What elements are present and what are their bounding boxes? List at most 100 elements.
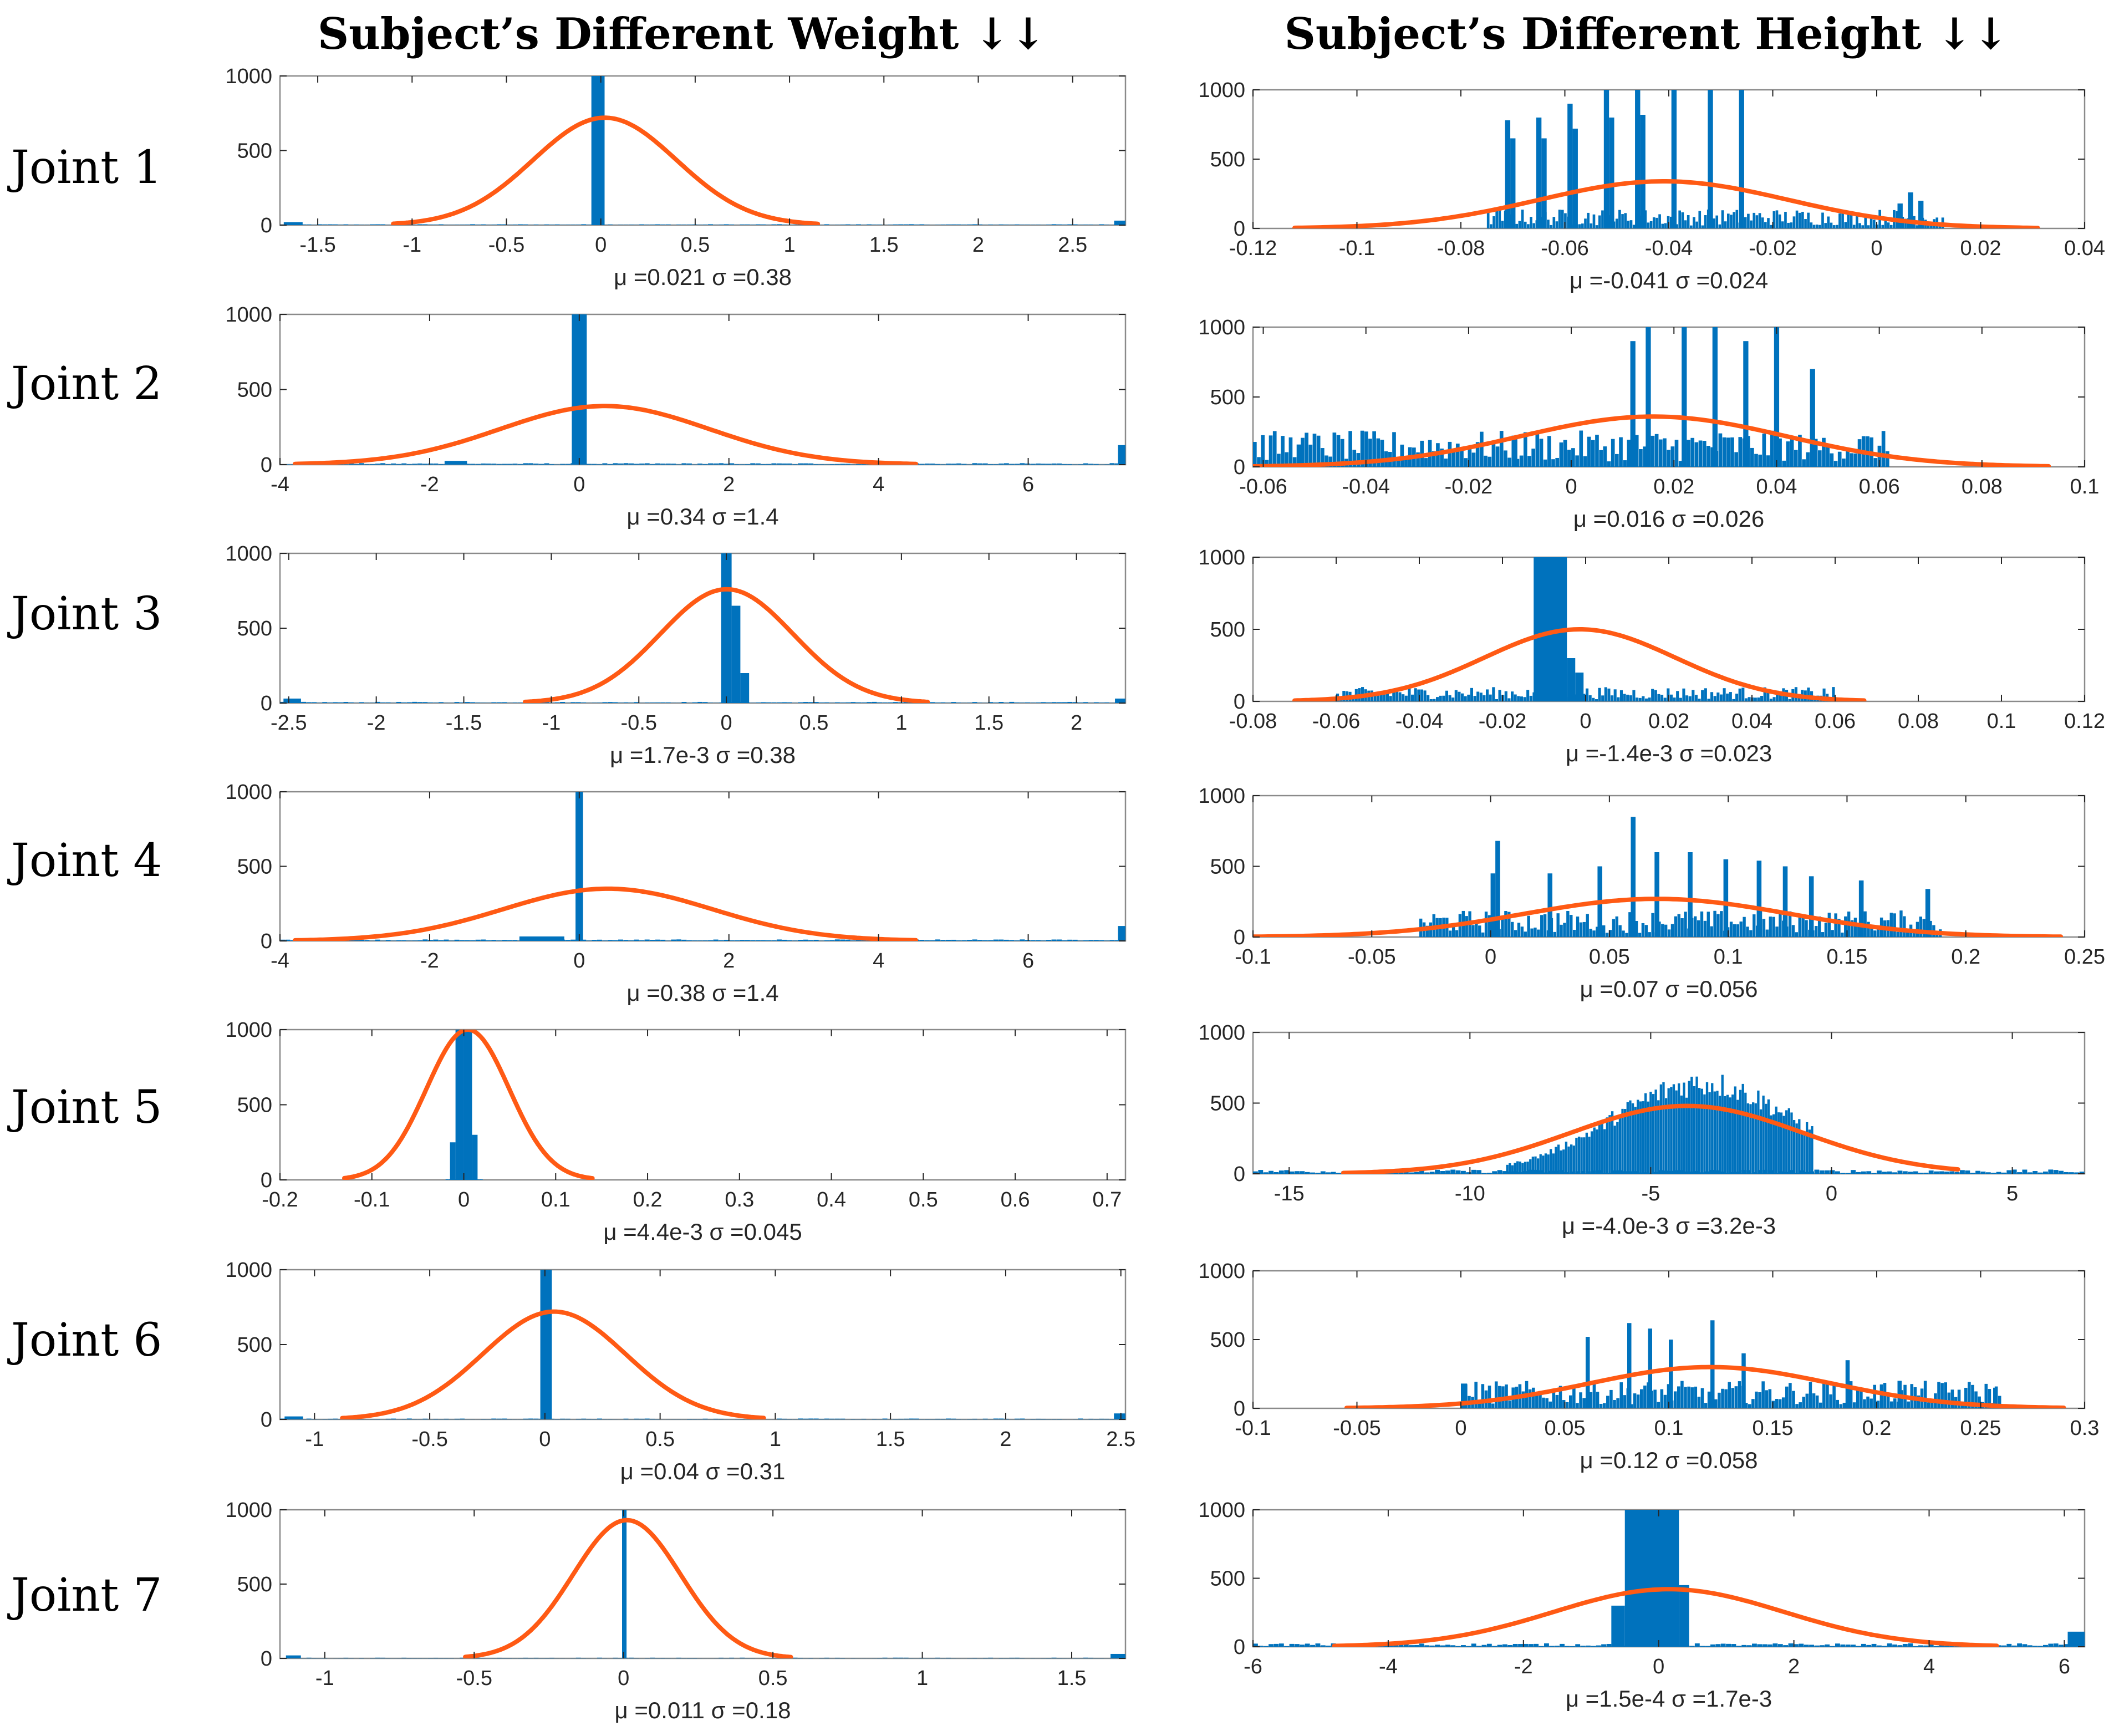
hist-bin bbox=[1606, 1396, 1609, 1408]
hist-bin bbox=[618, 939, 624, 941]
x-tick-label: 2 bbox=[1000, 1428, 1011, 1451]
hist-bin bbox=[1729, 922, 1733, 937]
hist-bin bbox=[1788, 699, 1791, 701]
x-tick-label: -4 bbox=[1379, 1655, 1398, 1678]
hist-bin bbox=[1908, 1643, 1913, 1647]
hist-bin bbox=[1078, 940, 1083, 941]
hist-bin bbox=[1660, 1389, 1664, 1408]
x-tick-label: -1 bbox=[315, 1667, 334, 1690]
hist-bin bbox=[1617, 697, 1620, 701]
x-tick-label: 0.04 bbox=[2064, 237, 2105, 260]
hist-bin bbox=[1654, 852, 1659, 937]
hist-bin bbox=[1682, 327, 1687, 467]
row-label-joint-7: Joint 7 bbox=[7, 1569, 162, 1622]
hist-bin bbox=[1114, 940, 1120, 941]
hist-bin bbox=[1524, 931, 1527, 937]
x-tick-label: -0.5 bbox=[488, 233, 524, 257]
hist-bin bbox=[1104, 702, 1109, 703]
hist-bin bbox=[1707, 912, 1710, 937]
hist-bin bbox=[1557, 1144, 1560, 1174]
hist-bin bbox=[771, 940, 777, 941]
hist-bin bbox=[1579, 430, 1583, 467]
hist-bin bbox=[1789, 1383, 1792, 1408]
hist-bin bbox=[1788, 1643, 1794, 1647]
hist-bin bbox=[1009, 464, 1015, 465]
hist-bin bbox=[755, 463, 761, 465]
hist-bin bbox=[1757, 1644, 1762, 1647]
hist-bin bbox=[1867, 225, 1870, 228]
hist-bin bbox=[1336, 435, 1341, 467]
hist-bin bbox=[1778, 1399, 1782, 1408]
hist-bin bbox=[930, 464, 935, 465]
plot-frame bbox=[1252, 795, 2086, 938]
hist-bin bbox=[1802, 459, 1806, 467]
hist-bin bbox=[1498, 210, 1501, 228]
x-tick-label: 1.5 bbox=[869, 233, 899, 257]
hist-bin bbox=[1850, 920, 1854, 937]
hist-bin bbox=[1601, 695, 1604, 701]
hist-bin bbox=[1747, 213, 1750, 228]
hist-bin bbox=[1041, 940, 1046, 941]
x-tick-label: 2 bbox=[972, 233, 984, 257]
hist-bin bbox=[1708, 1092, 1711, 1174]
hist-bin bbox=[1519, 455, 1524, 467]
hist-bin bbox=[1051, 463, 1057, 465]
hist-bin bbox=[1331, 1172, 1336, 1174]
x-tick-label: 2 bbox=[723, 473, 735, 496]
hist-bin bbox=[1634, 1107, 1637, 1174]
x-tick-label: -0.5 bbox=[456, 1667, 492, 1690]
row-label-joint-2: Joint 2 bbox=[7, 358, 162, 410]
x-tick-label: 0 bbox=[1871, 237, 1882, 260]
hist-bin bbox=[285, 464, 291, 465]
hist-bin bbox=[1822, 1382, 1826, 1408]
hist-bin bbox=[1758, 454, 1762, 467]
hist-bin bbox=[1792, 216, 1796, 228]
hist-bin bbox=[1834, 913, 1837, 937]
hist-bin bbox=[1748, 697, 1751, 701]
hist-bin bbox=[446, 1179, 447, 1180]
x-tick-label: 2.5 bbox=[1058, 233, 1087, 257]
plot-frame bbox=[279, 75, 1127, 226]
hist-bin bbox=[1826, 446, 1830, 467]
hist-bin bbox=[1700, 1388, 1704, 1408]
x-tick-label: -0.04 bbox=[1342, 475, 1390, 498]
hist-bin bbox=[1694, 1386, 1698, 1408]
hist-bin bbox=[660, 702, 666, 703]
hist-bin bbox=[1348, 431, 1352, 467]
hist-bin bbox=[1403, 1643, 1409, 1647]
hist-bin bbox=[1440, 1645, 1445, 1647]
hist-bin bbox=[1631, 1103, 1634, 1174]
hist-bin bbox=[1030, 464, 1036, 465]
hist-bin bbox=[1521, 210, 1524, 228]
hist-bin bbox=[1528, 1389, 1532, 1408]
hist-bin bbox=[1736, 1646, 1741, 1647]
hist-bin bbox=[2001, 1172, 2006, 1174]
hist-bin bbox=[1386, 691, 1389, 701]
hist-bin bbox=[1582, 1398, 1586, 1408]
hist-bin bbox=[829, 464, 835, 465]
hist-bin bbox=[1567, 104, 1573, 228]
hist-bin bbox=[1728, 1382, 1731, 1408]
hist-bin bbox=[1449, 930, 1452, 937]
hist-bin bbox=[1555, 457, 1560, 467]
hist-bin bbox=[1490, 873, 1496, 937]
hist-bin bbox=[1512, 1643, 1518, 1647]
hist-bin bbox=[1527, 224, 1530, 228]
hist-bin bbox=[1707, 1391, 1711, 1408]
y-tick-label: 500 bbox=[1210, 386, 1245, 409]
y-tick-label: 1000 bbox=[225, 303, 272, 327]
hist-bin bbox=[1873, 458, 1878, 467]
hist-bin bbox=[1289, 1171, 1295, 1174]
hist-bin bbox=[819, 464, 824, 465]
hist-bin bbox=[1710, 1320, 1715, 1408]
x-tick-label: 2 bbox=[1071, 711, 1082, 735]
hist-bin bbox=[1864, 215, 1867, 228]
hist-bin bbox=[1772, 1114, 1775, 1174]
hist-bin bbox=[1552, 217, 1556, 228]
hist-bin bbox=[565, 940, 570, 941]
hist-bin bbox=[798, 702, 803, 703]
hist-bin bbox=[697, 701, 702, 703]
gaussian-fit-curve bbox=[1292, 179, 2040, 228]
hist-bin bbox=[460, 940, 465, 941]
